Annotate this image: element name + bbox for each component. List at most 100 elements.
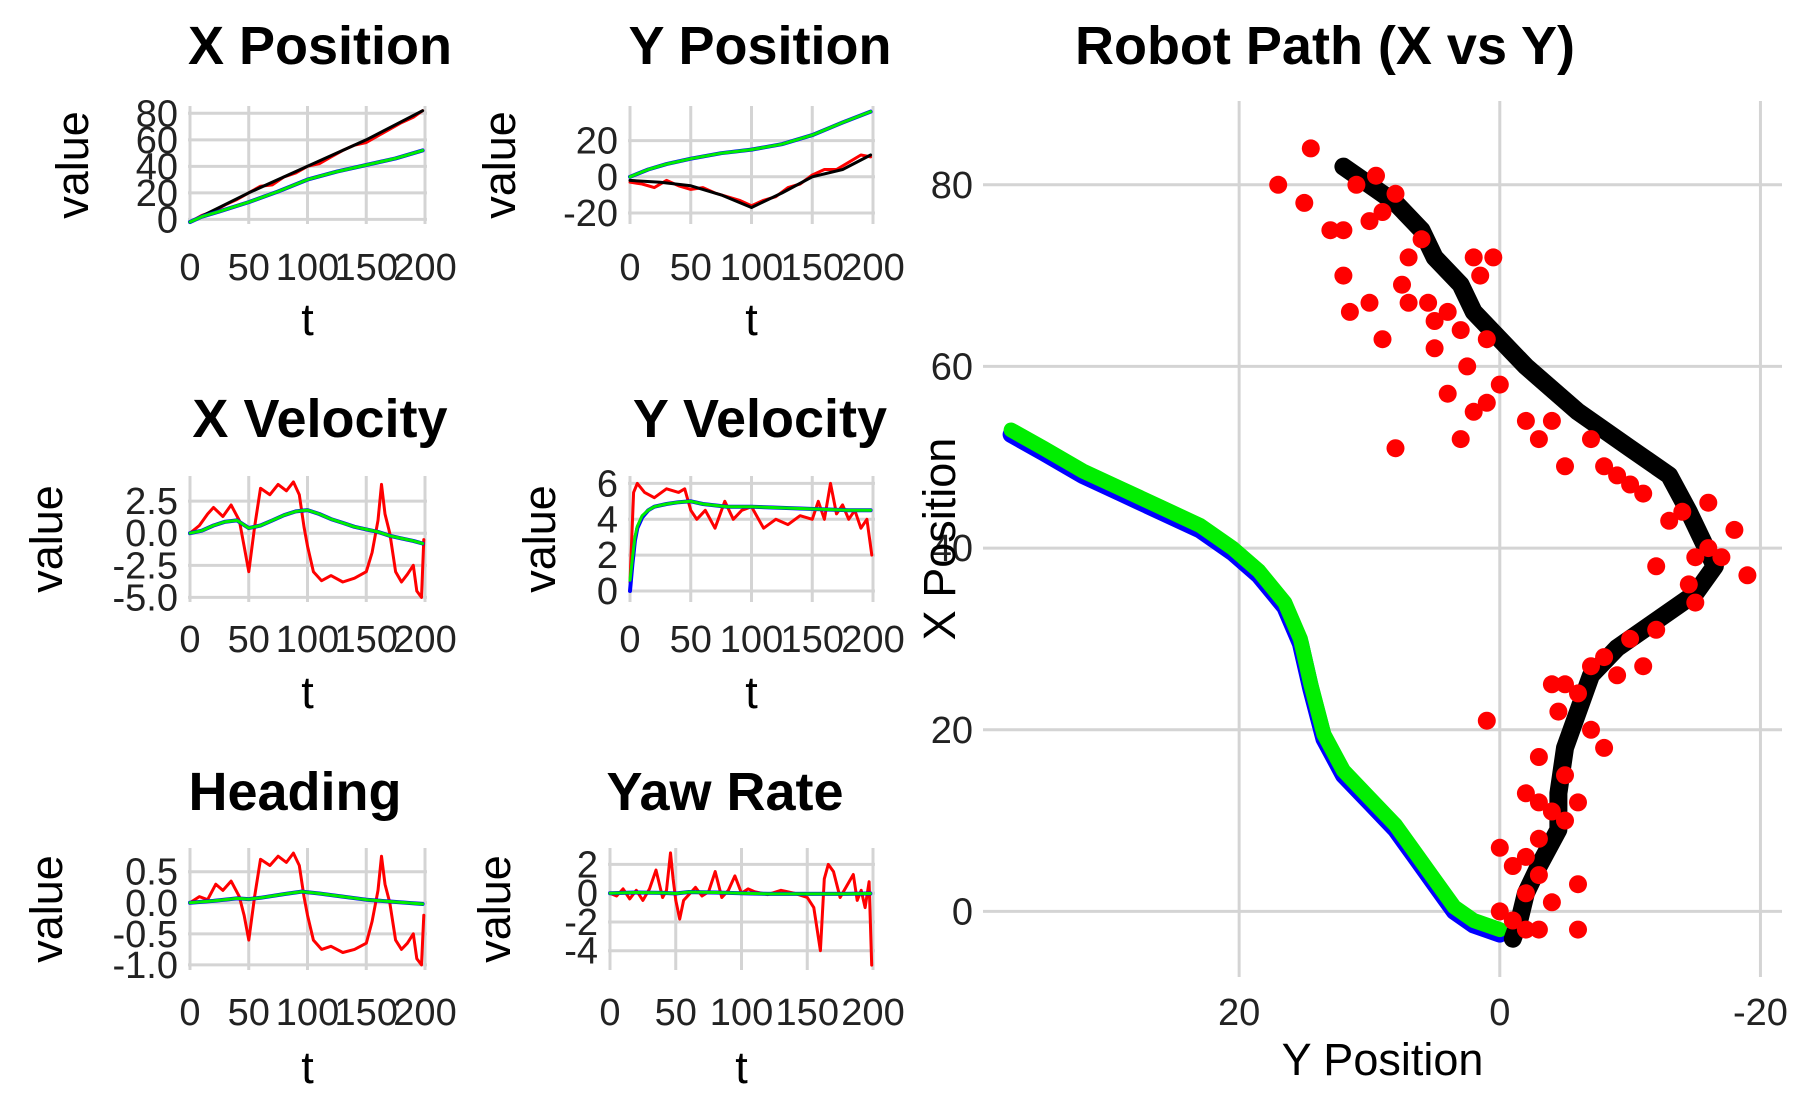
x-tick-label: 200 <box>841 992 904 1034</box>
x-tick-label: 100 <box>276 619 339 661</box>
x-tick-label: 20 <box>1218 992 1260 1034</box>
data-point <box>1490 838 1509 857</box>
x-tick-label: 200 <box>393 992 456 1034</box>
series-line-1 <box>608 851 874 967</box>
y-axis-label: X Position <box>914 438 965 641</box>
data-point <box>1529 748 1548 766</box>
series-line-2 <box>1003 422 1508 938</box>
x-tick-label: 0 <box>179 992 200 1034</box>
data-point <box>1516 884 1535 903</box>
y-tick-label: -20 <box>563 193 618 235</box>
x-tick-label: 200 <box>841 619 904 661</box>
data-point <box>1595 648 1614 667</box>
data-point <box>1503 911 1522 930</box>
x-tick-label: 100 <box>720 619 783 661</box>
y-tick-label: 0 <box>952 891 973 933</box>
y-axis-label: value <box>474 111 525 219</box>
data-point <box>1334 266 1353 285</box>
data-point <box>1419 293 1438 312</box>
data-point <box>1438 302 1457 321</box>
data-point <box>1477 711 1496 730</box>
y-axis-label: value <box>514 485 565 593</box>
data-point <box>1373 203 1392 221</box>
data-point <box>1542 802 1561 821</box>
x-tick-label: 200 <box>393 247 456 289</box>
data-point <box>1569 684 1587 703</box>
x-tick-label: 0 <box>1489 992 1510 1034</box>
data-point <box>1334 221 1353 240</box>
x-tick-label: 100 <box>720 247 783 289</box>
data-point <box>1301 139 1320 158</box>
x-tick-label: 50 <box>228 619 270 661</box>
data-point <box>1549 702 1568 721</box>
data-point <box>1503 857 1522 875</box>
x-tick-label: 50 <box>228 992 270 1034</box>
x-tick-label: 50 <box>228 247 270 289</box>
x-tick-label: 150 <box>776 992 839 1034</box>
data-point <box>1477 330 1496 349</box>
data-point <box>1556 766 1574 785</box>
data-point <box>1425 339 1444 358</box>
series-line-1 <box>188 480 426 599</box>
data-point <box>1582 720 1600 739</box>
data-point <box>1471 266 1490 285</box>
x-axis-label: t <box>745 667 758 718</box>
data-point <box>1542 893 1561 912</box>
x-axis-label: Y Position <box>1282 1034 1484 1085</box>
data-point <box>1360 293 1379 312</box>
x-axis-label: t <box>301 667 314 718</box>
y-tick-label: 2 <box>597 535 618 577</box>
panel-title: Y Velocity <box>633 389 887 449</box>
y-axis-label: value <box>47 111 98 219</box>
data-point <box>1399 293 1418 312</box>
y-tick-label: 0.0 <box>125 883 178 925</box>
data-point <box>1582 657 1600 676</box>
x-tick-label: 100 <box>710 992 773 1034</box>
data-point <box>1269 175 1288 194</box>
data-point <box>1660 511 1679 530</box>
series-line-3 <box>188 890 425 906</box>
data-point <box>1595 457 1614 476</box>
data-point <box>1516 847 1535 866</box>
x-tick-label: 0 <box>179 247 200 289</box>
data-point <box>1529 793 1548 812</box>
y-tick-label: 6 <box>597 463 618 505</box>
series-line-2 <box>628 153 873 209</box>
data-point <box>1673 502 1692 521</box>
y-tick-label: 80 <box>931 165 973 207</box>
x-tick-label: 50 <box>670 619 712 661</box>
panel-title: X Position <box>188 16 452 76</box>
data-point <box>1295 193 1314 212</box>
y-tick-label: 0.0 <box>125 513 178 555</box>
data-point <box>1490 375 1509 394</box>
y-tick-label: -2.5 <box>113 545 178 587</box>
x-tick-label: 50 <box>655 992 697 1034</box>
y-tick-label: 40 <box>931 528 973 570</box>
data-point <box>1516 920 1535 939</box>
x-axis-label: t <box>745 294 758 345</box>
y-tick-label: 4 <box>597 499 618 541</box>
panel-7: 20 0 -20 0 20 40 60 80 Robot Path (X vs Y) Y Posi… <box>914 16 1788 1085</box>
data-point <box>1464 402 1483 421</box>
data-point <box>1569 793 1587 812</box>
data-point <box>1699 493 1718 512</box>
y-tick-label: -5.0 <box>113 577 178 619</box>
data-point <box>1634 657 1653 676</box>
x-tick-label: 100 <box>276 992 339 1034</box>
y-tick-label: -1.0 <box>113 945 178 987</box>
data-point <box>1569 920 1587 939</box>
data-point <box>1451 430 1470 449</box>
x-axis-label: t <box>301 1042 314 1093</box>
y-tick-label: 2 <box>577 844 598 886</box>
data-point <box>1542 411 1561 430</box>
data-point <box>1399 248 1418 267</box>
y-tick-label: 2.5 <box>125 481 178 523</box>
data-point <box>1393 275 1411 294</box>
data-point <box>1529 430 1548 449</box>
panel-title: Y Position <box>628 16 891 76</box>
x-tick-label: 50 <box>670 247 712 289</box>
